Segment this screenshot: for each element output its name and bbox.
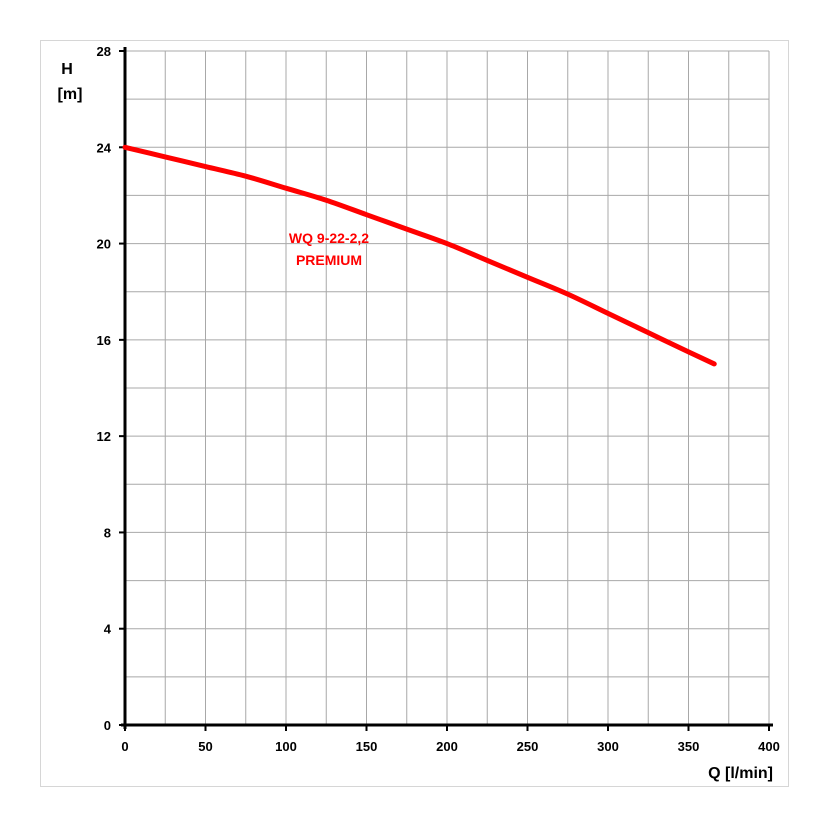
grid xyxy=(125,50,770,725)
series-layer xyxy=(122,144,717,367)
curve-label-line2: PREMIUM xyxy=(296,252,362,268)
x-tick-label: 400 xyxy=(758,739,780,754)
axes xyxy=(119,47,773,731)
y-tick-label: 4 xyxy=(104,622,112,637)
x-tick-label: 350 xyxy=(678,739,700,754)
x-tick-label: 50 xyxy=(198,739,212,754)
y-tick-label: 20 xyxy=(97,237,111,252)
y-axis-label-line2: [m] xyxy=(58,86,83,103)
x-tick-label: 250 xyxy=(517,739,539,754)
x-tick-label: 300 xyxy=(597,739,619,754)
x-tick-label: 150 xyxy=(356,739,378,754)
y-tick-label: 0 xyxy=(104,718,111,733)
x-tick-label: 100 xyxy=(275,739,297,754)
x-axis-label: Q [l/min] xyxy=(708,765,773,782)
pump-curve-line xyxy=(122,144,717,367)
x-tick-labels: 0 50 100 150 200 250 300 350 400 xyxy=(121,739,779,754)
y-tick-labels: 0 4 8 12 16 20 24 28 xyxy=(97,44,112,733)
y-axis-label-line1: H xyxy=(61,61,73,78)
y-tick-label: 8 xyxy=(104,525,111,540)
y-tick-label: 16 xyxy=(97,333,111,348)
curve-label-line1: WQ 9-22-2,2 xyxy=(289,230,369,246)
x-tick-label: 200 xyxy=(436,739,458,754)
x-tick-label: 0 xyxy=(121,739,128,754)
y-tick-label: 24 xyxy=(97,140,112,155)
y-tick-label: 28 xyxy=(97,44,111,59)
y-tick-label: 12 xyxy=(97,429,111,444)
chart-frame xyxy=(40,40,789,787)
